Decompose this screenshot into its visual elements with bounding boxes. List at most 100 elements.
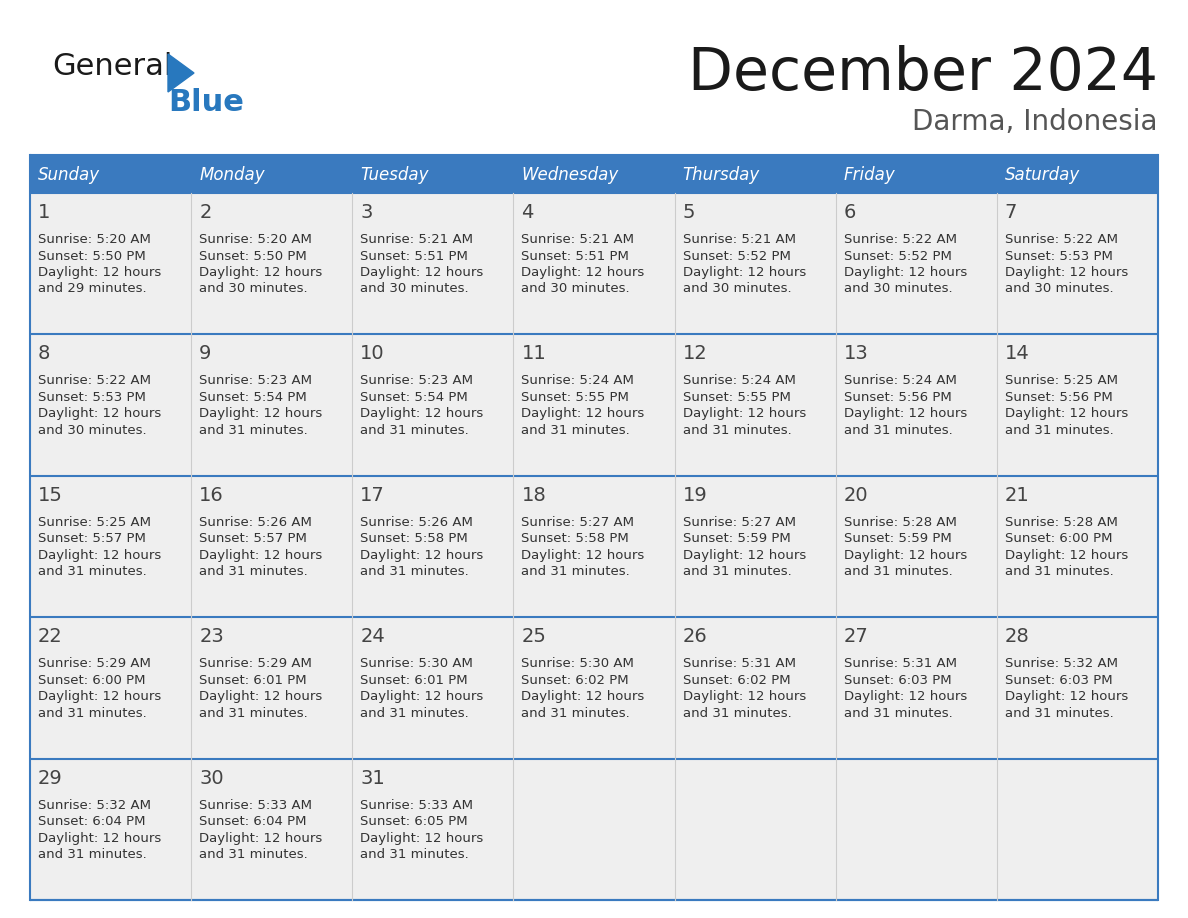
Text: and 30 minutes.: and 30 minutes. xyxy=(360,283,469,296)
Text: Sunset: 6:02 PM: Sunset: 6:02 PM xyxy=(522,674,630,687)
Bar xyxy=(30,758,1158,900)
Text: and 31 minutes.: and 31 minutes. xyxy=(1005,424,1113,437)
Text: Wednesday: Wednesday xyxy=(522,166,619,184)
Text: and 31 minutes.: and 31 minutes. xyxy=(360,565,469,578)
Text: 23: 23 xyxy=(200,627,223,646)
Text: Sunrise: 5:25 AM: Sunrise: 5:25 AM xyxy=(1005,375,1118,387)
Bar xyxy=(30,476,1158,617)
Text: Daylight: 12 hours: Daylight: 12 hours xyxy=(522,408,645,420)
Text: 7: 7 xyxy=(1005,203,1017,222)
Text: Sunrise: 5:31 AM: Sunrise: 5:31 AM xyxy=(843,657,956,670)
Text: Sunset: 5:53 PM: Sunset: 5:53 PM xyxy=(1005,250,1113,263)
Text: Sunset: 5:50 PM: Sunset: 5:50 PM xyxy=(38,250,146,263)
Text: Sunset: 6:04 PM: Sunset: 6:04 PM xyxy=(200,815,307,828)
Text: 13: 13 xyxy=(843,344,868,364)
Text: and 30 minutes.: and 30 minutes. xyxy=(683,283,791,296)
Text: Sunrise: 5:24 AM: Sunrise: 5:24 AM xyxy=(683,375,796,387)
Bar xyxy=(30,193,1158,334)
Text: Sunset: 5:58 PM: Sunset: 5:58 PM xyxy=(522,532,630,545)
Text: Daylight: 12 hours: Daylight: 12 hours xyxy=(1005,408,1129,420)
Text: 25: 25 xyxy=(522,627,546,646)
Text: Sunset: 5:58 PM: Sunset: 5:58 PM xyxy=(360,532,468,545)
Text: Sunrise: 5:24 AM: Sunrise: 5:24 AM xyxy=(843,375,956,387)
Text: Daylight: 12 hours: Daylight: 12 hours xyxy=(360,266,484,279)
Text: Daylight: 12 hours: Daylight: 12 hours xyxy=(200,832,322,845)
Text: 20: 20 xyxy=(843,486,868,505)
Text: Sunrise: 5:26 AM: Sunrise: 5:26 AM xyxy=(360,516,473,529)
Text: Sunrise: 5:25 AM: Sunrise: 5:25 AM xyxy=(38,516,151,529)
Text: Sunset: 6:05 PM: Sunset: 6:05 PM xyxy=(360,815,468,828)
Text: Blue: Blue xyxy=(168,88,244,117)
Text: Daylight: 12 hours: Daylight: 12 hours xyxy=(38,408,162,420)
Text: Sunset: 6:00 PM: Sunset: 6:00 PM xyxy=(1005,532,1112,545)
Text: Sunrise: 5:33 AM: Sunrise: 5:33 AM xyxy=(200,799,312,812)
Text: Daylight: 12 hours: Daylight: 12 hours xyxy=(843,408,967,420)
Text: 29: 29 xyxy=(38,768,63,788)
Text: Sunrise: 5:22 AM: Sunrise: 5:22 AM xyxy=(38,375,151,387)
Text: and 31 minutes.: and 31 minutes. xyxy=(38,707,147,720)
Text: Daylight: 12 hours: Daylight: 12 hours xyxy=(683,690,805,703)
Text: Sunset: 5:54 PM: Sunset: 5:54 PM xyxy=(200,391,307,404)
Bar xyxy=(353,155,513,193)
Text: Daylight: 12 hours: Daylight: 12 hours xyxy=(843,549,967,562)
Text: and 31 minutes.: and 31 minutes. xyxy=(843,707,953,720)
Text: Monday: Monday xyxy=(200,166,265,184)
Text: Sunrise: 5:27 AM: Sunrise: 5:27 AM xyxy=(522,516,634,529)
Text: Darma, Indonesia: Darma, Indonesia xyxy=(912,108,1158,136)
Text: Sunrise: 5:22 AM: Sunrise: 5:22 AM xyxy=(1005,233,1118,246)
Text: Daylight: 12 hours: Daylight: 12 hours xyxy=(38,832,162,845)
Text: Sunset: 6:01 PM: Sunset: 6:01 PM xyxy=(200,674,307,687)
Bar xyxy=(30,334,1158,476)
Text: 1: 1 xyxy=(38,203,50,222)
Text: Daylight: 12 hours: Daylight: 12 hours xyxy=(843,266,967,279)
Text: Daylight: 12 hours: Daylight: 12 hours xyxy=(360,690,484,703)
Text: Tuesday: Tuesday xyxy=(360,166,429,184)
Text: Daylight: 12 hours: Daylight: 12 hours xyxy=(360,408,484,420)
Text: Sunrise: 5:20 AM: Sunrise: 5:20 AM xyxy=(200,233,312,246)
Text: and 31 minutes.: and 31 minutes. xyxy=(522,424,630,437)
Text: Sunset: 5:50 PM: Sunset: 5:50 PM xyxy=(200,250,307,263)
Text: Daylight: 12 hours: Daylight: 12 hours xyxy=(1005,690,1129,703)
Text: 12: 12 xyxy=(683,344,707,364)
Text: and 31 minutes.: and 31 minutes. xyxy=(522,565,630,578)
Text: Sunset: 6:04 PM: Sunset: 6:04 PM xyxy=(38,815,145,828)
Text: Sunrise: 5:29 AM: Sunrise: 5:29 AM xyxy=(38,657,151,670)
Text: 30: 30 xyxy=(200,768,223,788)
Text: Sunset: 6:01 PM: Sunset: 6:01 PM xyxy=(360,674,468,687)
Text: and 31 minutes.: and 31 minutes. xyxy=(522,707,630,720)
Text: and 31 minutes.: and 31 minutes. xyxy=(360,707,469,720)
Bar xyxy=(997,155,1158,193)
Text: and 31 minutes.: and 31 minutes. xyxy=(683,565,791,578)
Text: and 31 minutes.: and 31 minutes. xyxy=(1005,565,1113,578)
Text: and 31 minutes.: and 31 minutes. xyxy=(843,565,953,578)
Text: Sunrise: 5:20 AM: Sunrise: 5:20 AM xyxy=(38,233,151,246)
Text: Sunset: 5:55 PM: Sunset: 5:55 PM xyxy=(683,391,790,404)
Text: Daylight: 12 hours: Daylight: 12 hours xyxy=(360,832,484,845)
Text: 3: 3 xyxy=(360,203,373,222)
Text: Thursday: Thursday xyxy=(683,166,760,184)
Text: and 31 minutes.: and 31 minutes. xyxy=(38,565,147,578)
Text: 21: 21 xyxy=(1005,486,1030,505)
Text: 8: 8 xyxy=(38,344,50,364)
Bar xyxy=(191,155,353,193)
Text: Sunrise: 5:30 AM: Sunrise: 5:30 AM xyxy=(522,657,634,670)
Text: Saturday: Saturday xyxy=(1005,166,1080,184)
Text: Daylight: 12 hours: Daylight: 12 hours xyxy=(200,408,322,420)
Text: Daylight: 12 hours: Daylight: 12 hours xyxy=(522,549,645,562)
Text: Sunset: 5:51 PM: Sunset: 5:51 PM xyxy=(522,250,630,263)
Bar xyxy=(30,155,191,193)
Bar xyxy=(835,155,997,193)
Text: Sunset: 5:54 PM: Sunset: 5:54 PM xyxy=(360,391,468,404)
Text: Daylight: 12 hours: Daylight: 12 hours xyxy=(683,549,805,562)
Text: 24: 24 xyxy=(360,627,385,646)
Text: Sunrise: 5:31 AM: Sunrise: 5:31 AM xyxy=(683,657,796,670)
Text: Sunrise: 5:28 AM: Sunrise: 5:28 AM xyxy=(843,516,956,529)
Text: General: General xyxy=(52,52,172,81)
Text: and 30 minutes.: and 30 minutes. xyxy=(38,424,146,437)
Text: Daylight: 12 hours: Daylight: 12 hours xyxy=(1005,266,1129,279)
Text: Sunset: 5:59 PM: Sunset: 5:59 PM xyxy=(843,532,952,545)
Text: Sunset: 5:56 PM: Sunset: 5:56 PM xyxy=(1005,391,1113,404)
Text: Daylight: 12 hours: Daylight: 12 hours xyxy=(522,266,645,279)
Text: 6: 6 xyxy=(843,203,857,222)
Text: Daylight: 12 hours: Daylight: 12 hours xyxy=(522,690,645,703)
